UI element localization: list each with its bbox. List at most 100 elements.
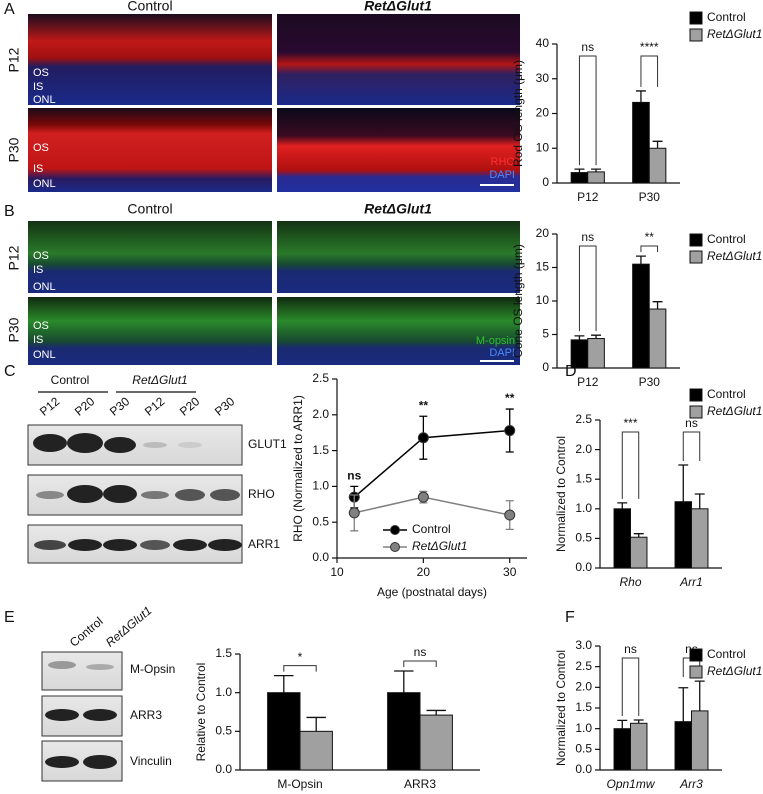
blot-row-label: ARR3 xyxy=(130,708,162,722)
error-bar xyxy=(633,533,644,538)
layer-label: IS xyxy=(33,163,43,175)
x-tick-label: 10 xyxy=(330,565,344,579)
x-tick-label: P30 xyxy=(639,375,661,389)
column-header: RetΔGlut1 xyxy=(364,0,432,14)
error-bar xyxy=(635,255,646,265)
legend-label: Control xyxy=(707,10,746,24)
lane-label: Control xyxy=(67,614,106,650)
x-tick-label: 30 xyxy=(503,565,517,579)
legend-label: RetΔGlut1 xyxy=(707,664,762,678)
legend-swatch xyxy=(689,388,703,402)
bar xyxy=(674,721,693,771)
lane-label: RetΔGlut1 xyxy=(103,603,154,649)
y-tick-label: 0.5 xyxy=(575,531,592,545)
x-tick-label: Opn1mw xyxy=(606,777,655,791)
y-tick-label: 1.5 xyxy=(215,646,232,660)
significance-label: ns xyxy=(685,416,698,430)
panel-letter: C xyxy=(4,363,16,380)
error-bar xyxy=(574,168,585,173)
bar xyxy=(630,536,648,569)
y-tick-label: 1.0 xyxy=(312,479,329,493)
legend-label: RetΔGlut1 xyxy=(707,249,762,263)
bar xyxy=(648,147,667,184)
legend-label: RetΔGlut1 xyxy=(412,539,467,553)
error-bar xyxy=(274,675,294,693)
bar xyxy=(632,263,650,369)
y-tick-label: 0 xyxy=(542,175,549,189)
bar xyxy=(613,508,632,569)
y-tick-label: 30 xyxy=(536,71,550,85)
micrograph-b: Control RetΔGlut1 P12 P30 OS IS ONL OS I… xyxy=(6,201,520,365)
blot-row-label: RHO xyxy=(248,487,275,501)
group-label: Control xyxy=(51,373,90,387)
series-line xyxy=(354,496,510,516)
error-bar xyxy=(574,335,585,340)
legend-swatch xyxy=(689,648,703,662)
significance-label: *** xyxy=(623,416,637,430)
row-label: P12 xyxy=(6,47,22,72)
panel-letter: B xyxy=(4,203,15,220)
error-bar xyxy=(426,709,446,716)
image xyxy=(277,14,520,105)
legend-marker xyxy=(390,525,400,535)
y-tick-label: 2.5 xyxy=(575,412,592,426)
error-bar xyxy=(678,687,689,722)
legend-swatch xyxy=(689,665,703,679)
significance-label: ns xyxy=(624,642,637,656)
bands xyxy=(45,661,117,769)
y-tick-label: 0.0 xyxy=(215,762,232,776)
point xyxy=(348,507,360,519)
error-bar xyxy=(652,301,663,310)
bar xyxy=(419,714,453,771)
blot-c: Control RetΔGlut1 P12 P20 P30 P12 P20 P30 GLU… xyxy=(27,373,287,564)
significance-label: ns xyxy=(581,40,594,54)
point xyxy=(504,509,516,521)
y-axis-label: Relative to Control xyxy=(194,663,208,762)
y-tick-label: 1.0 xyxy=(575,721,592,735)
error-bar xyxy=(394,670,414,693)
error-bar xyxy=(694,680,705,711)
error-bar xyxy=(635,90,646,103)
bar xyxy=(691,508,709,569)
blot-row-label: Vinculin xyxy=(130,754,172,768)
x-tick-label: P12 xyxy=(577,190,599,204)
significance-bracket xyxy=(403,660,437,668)
bar xyxy=(674,501,693,569)
y-tick-label: 15 xyxy=(536,260,550,274)
image xyxy=(28,14,272,105)
legend-label: Control xyxy=(707,232,746,246)
y-tick-label: 40 xyxy=(536,36,550,50)
lane-label: P12 xyxy=(37,394,63,419)
bar xyxy=(587,171,605,184)
x-tick-label: P30 xyxy=(639,190,661,204)
lane-label: P20 xyxy=(177,394,203,419)
layer-label: OS xyxy=(33,250,49,262)
lane-label: P12 xyxy=(142,394,168,419)
legend-label: Control xyxy=(707,387,746,401)
row-label: P30 xyxy=(6,317,22,342)
point xyxy=(417,432,429,444)
significance-label: ** xyxy=(419,398,429,412)
micrograph-a: Control RetΔGlut1 P12 P30 OS IS ONL OS I… xyxy=(6,0,520,192)
error-bar xyxy=(652,140,663,149)
blot-row-label: M-Opsin xyxy=(130,662,175,676)
significance-bracket xyxy=(283,665,317,672)
y-tick-label: 5 xyxy=(542,327,549,341)
bar xyxy=(587,338,605,369)
error-bar xyxy=(633,719,644,724)
y-tick-label: 0 xyxy=(542,360,549,374)
legend-label: RetΔGlut1 xyxy=(707,27,762,41)
image xyxy=(28,221,272,293)
x-tick-label: M-Opsin xyxy=(277,777,322,791)
point xyxy=(504,425,516,437)
y-axis-label: Cone OS length (μm) xyxy=(511,244,525,358)
stain-label: DAPI xyxy=(489,169,515,181)
significance-label: ns xyxy=(414,645,427,659)
blot-row-label: ARR1 xyxy=(248,537,280,551)
layer-label: IS xyxy=(33,81,43,93)
y-tick-label: 0.5 xyxy=(312,514,329,528)
significance-bracket xyxy=(578,55,597,166)
significance-label: ns xyxy=(347,469,361,483)
image xyxy=(277,297,520,365)
legend-swatch xyxy=(689,233,703,247)
